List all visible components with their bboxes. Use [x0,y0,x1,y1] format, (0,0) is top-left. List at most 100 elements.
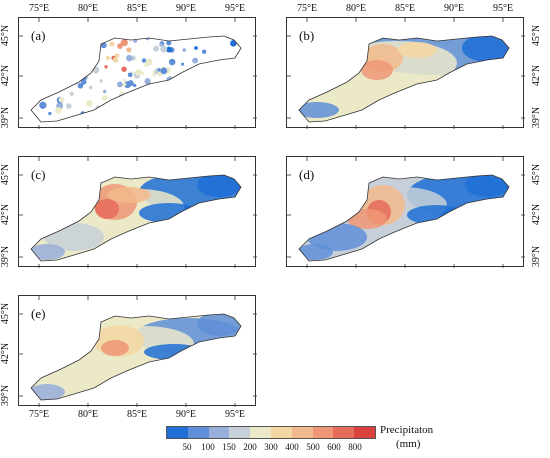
map-e [19,296,257,407]
station-dot [81,117,86,122]
station-dot [232,36,237,39]
station-dot [192,57,199,64]
station-dot [56,60,62,66]
precip-zone [49,360,109,388]
station-dot [36,63,42,70]
precip-zone [197,314,241,336]
station-dot [66,103,72,109]
station-dot [194,46,198,50]
station-dot [64,36,72,40]
map-d [287,157,525,268]
station-dot [112,57,119,63]
precip-zone [465,175,509,197]
colorbar [166,426,376,439]
station-dot [109,41,115,47]
region-fill [31,36,241,122]
station-dot [170,115,175,120]
panel-label-c: (c) [31,167,46,182]
station-dot [176,36,181,40]
colorbar-tick-label: 400 [285,442,299,452]
station-dot [177,110,183,116]
precip-zone [101,340,129,356]
station-dot [153,45,160,52]
station-dot [48,111,52,116]
station-dot [102,95,108,101]
precip-zone [462,36,509,62]
lat-tick-label: 42°N [0,64,12,87]
lat-tick-label: 39°N [530,106,542,129]
station-dot [104,65,108,69]
lon-tick-label: 80°E [77,3,99,14]
station-dot [123,78,127,83]
station-dot [55,71,63,79]
station-dot [166,40,172,46]
lat-tick-label: 39°N [0,106,12,129]
lat-tick-label: 39°N [530,245,542,268]
station-dot [108,114,115,121]
station-dot [48,46,53,51]
lon-tick-label: 90°E [175,3,197,14]
station-dot [200,98,207,105]
panel-d: (d) 45°N 42°N 39°N [286,156,542,268]
station-dot [152,73,156,77]
station-dot [51,72,59,80]
station-dot [228,87,234,92]
station-dot [201,49,207,54]
station-dot [58,36,65,41]
station-dot [53,77,59,83]
station-dot [31,119,38,122]
lon-tick-label: 85°E [394,3,416,14]
station-dot [99,79,103,83]
lat-tick-label: 45°N [0,163,12,186]
station-dot [166,46,173,53]
station-dot [120,38,128,47]
station-dot [230,39,237,47]
station-dot [191,95,196,99]
station-dot [209,70,215,75]
station-dot [39,101,47,109]
precip-zone [299,102,339,118]
station-dot [66,120,72,122]
station-dot [166,110,171,115]
station-dot [31,76,37,82]
station-dot [230,112,235,117]
lat-tick-label: 45°N [0,302,12,325]
colorbar-swatch [312,427,334,438]
colorbar-swatch [270,427,292,438]
station-dot [198,87,204,93]
colorbar-tick-label: 100 [201,442,215,452]
station-dot [160,67,168,75]
colorbar-unit: (mm) [396,438,421,450]
panel-b: (b) 75°E 80°E 85°E 90°E 95°E 45°N 42°N 39°N [286,3,542,129]
station-dot [127,72,133,78]
station-dot [215,84,219,88]
station-dot [123,82,127,86]
station-dot [93,113,100,119]
station-dot [59,53,65,59]
station-dot [86,100,93,107]
station-dot [203,117,209,122]
precip-zone [31,244,65,260]
station-dot [58,96,65,103]
station-dot [66,37,71,41]
station-dot [123,109,129,115]
precip-zone [299,244,333,260]
lon-tick-label: 85°E [126,409,148,420]
station-dot [84,53,92,60]
panel-label-e: (e) [31,306,46,321]
station-dot [134,99,141,106]
lat-tick-label: 45°N [0,24,12,47]
station-dot [145,58,153,66]
station-dot [45,65,50,70]
station-dot [124,117,132,122]
panel-label-d: (d) [299,167,315,182]
station-dot [169,36,174,39]
precip-zone [95,199,119,219]
panel-c: (c) 45°N 42°N 39°N [0,156,257,268]
station-dot [116,81,123,88]
station-dot [70,61,74,65]
station-dot [182,77,187,82]
colorbar-tick-label: 500 [306,442,320,452]
station-dot [141,58,147,63]
station-dot [202,98,209,105]
